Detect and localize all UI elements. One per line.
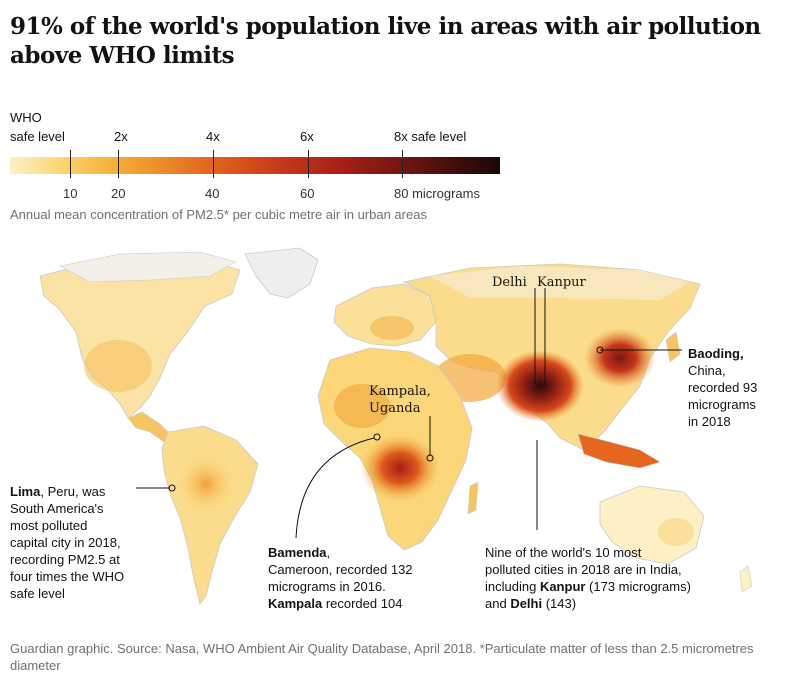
- annotation-lima-line4: recording PM2.5 at: [10, 552, 120, 567]
- japan-region: [665, 331, 681, 363]
- legend-value-60: 60: [300, 186, 315, 201]
- legend-multiple-8x: 8x safe level: [394, 129, 467, 144]
- annotation-lima-line5: four times the WHO: [10, 569, 125, 584]
- annotation-india: Nine of the world's 10 most polluted cit…: [485, 544, 735, 612]
- annotation-india-delhi: Delhi: [510, 596, 543, 611]
- annotation-baoding: Baoding, China, recorded 93 micrograms i…: [688, 345, 798, 430]
- city-label-kanpur: Kanpur: [537, 275, 586, 290]
- annotation-bamenda-name: Bamenda: [268, 545, 327, 560]
- annotation-india-line1: Nine of the world's 10 most: [485, 545, 642, 560]
- legend-value-20: 20: [111, 186, 126, 201]
- annotation-baoding-line4: in 2018: [688, 414, 731, 429]
- annotation-bamenda: Bamenda, Cameroon, recorded 132 microgra…: [268, 544, 468, 612]
- legend-who-label-line2: safe level: [10, 129, 65, 144]
- scale-tick-40: [213, 150, 214, 178]
- city-label-kampala-line2: Uganda: [369, 401, 421, 416]
- world-pollution-map: [39, 247, 753, 605]
- legend-who-label-line1: WHO: [10, 110, 42, 125]
- legend-multiple-4x: 4x: [206, 129, 220, 144]
- scale-tick-10: [70, 150, 71, 178]
- annotation-india-line2: polluted cities in 2018 are in India,: [485, 562, 682, 577]
- canada-arctic-region: [59, 251, 237, 283]
- annotation-lima-line3: capital city in 2018,: [10, 535, 121, 550]
- annotation-baoding-name: Baoding,: [688, 346, 744, 361]
- legend-multiple-6x: 6x: [300, 129, 314, 144]
- southeast-asia-region: [577, 433, 661, 469]
- annotation-bamenda-first: ,: [326, 545, 331, 560]
- annotation-india-line3-pre: including: [485, 579, 540, 594]
- city-label-kampala-line1: Kampala,: [369, 384, 431, 399]
- annotation-lima-name: Lima: [10, 484, 41, 499]
- annotation-kampala-rest: recorded 104: [322, 596, 403, 611]
- annotation-india-kanpur: Kanpur: [539, 579, 586, 594]
- annotation-india-line4-pre: and: [485, 596, 511, 611]
- scale-tick-80: [402, 150, 403, 178]
- legend-value-10: 10: [63, 186, 78, 201]
- annotation-baoding-line3: micrograms: [688, 397, 756, 412]
- annotation-india-line4-post: (143): [542, 596, 577, 611]
- madagascar-region: [467, 481, 479, 515]
- siberia-region: [430, 266, 690, 300]
- legend-multiple-2x: 2x: [114, 129, 128, 144]
- color-scale-bar: [10, 157, 500, 174]
- annotation-lima-line6: safe level: [10, 586, 65, 601]
- city-label-delhi: Delhi: [492, 275, 527, 290]
- annotation-lima-line2: most polluted: [10, 518, 88, 533]
- annotation-lima-first: , Peru, was: [40, 484, 106, 499]
- greenland-region: [244, 247, 319, 299]
- annotation-lima: Lima, Peru, was South America's most pol…: [10, 483, 160, 602]
- annotation-bamenda-line1: Cameroon, recorded 132: [268, 562, 413, 577]
- north-america-region: [39, 255, 241, 419]
- scale-tick-60: [308, 150, 309, 178]
- annotation-bamenda-line2: micrograms in 2016.: [268, 579, 386, 594]
- new-zealand-region: [739, 565, 753, 593]
- legend-value-40: 40: [205, 186, 220, 201]
- page-title: 91% of the world's population live in ar…: [10, 13, 761, 69]
- annotation-india-line3-post: (173 micrograms): [585, 579, 691, 594]
- source-note: Guardian graphic. Source: Nasa, WHO Ambi…: [10, 641, 754, 673]
- legend-value-80: 80 micrograms: [394, 186, 480, 201]
- scale-tick-20: [118, 150, 119, 178]
- legend-caption: Annual mean concentration of PM2.5* per …: [10, 207, 427, 222]
- central-america-region: [127, 411, 173, 443]
- annotation-kampala-name: Kampala: [268, 596, 323, 611]
- annotation-baoding-line2: recorded 93: [688, 380, 758, 395]
- annotation-baoding-line1: China,: [688, 363, 726, 378]
- annotation-lima-line1: South America's: [10, 501, 104, 516]
- south-america-region: [161, 425, 259, 605]
